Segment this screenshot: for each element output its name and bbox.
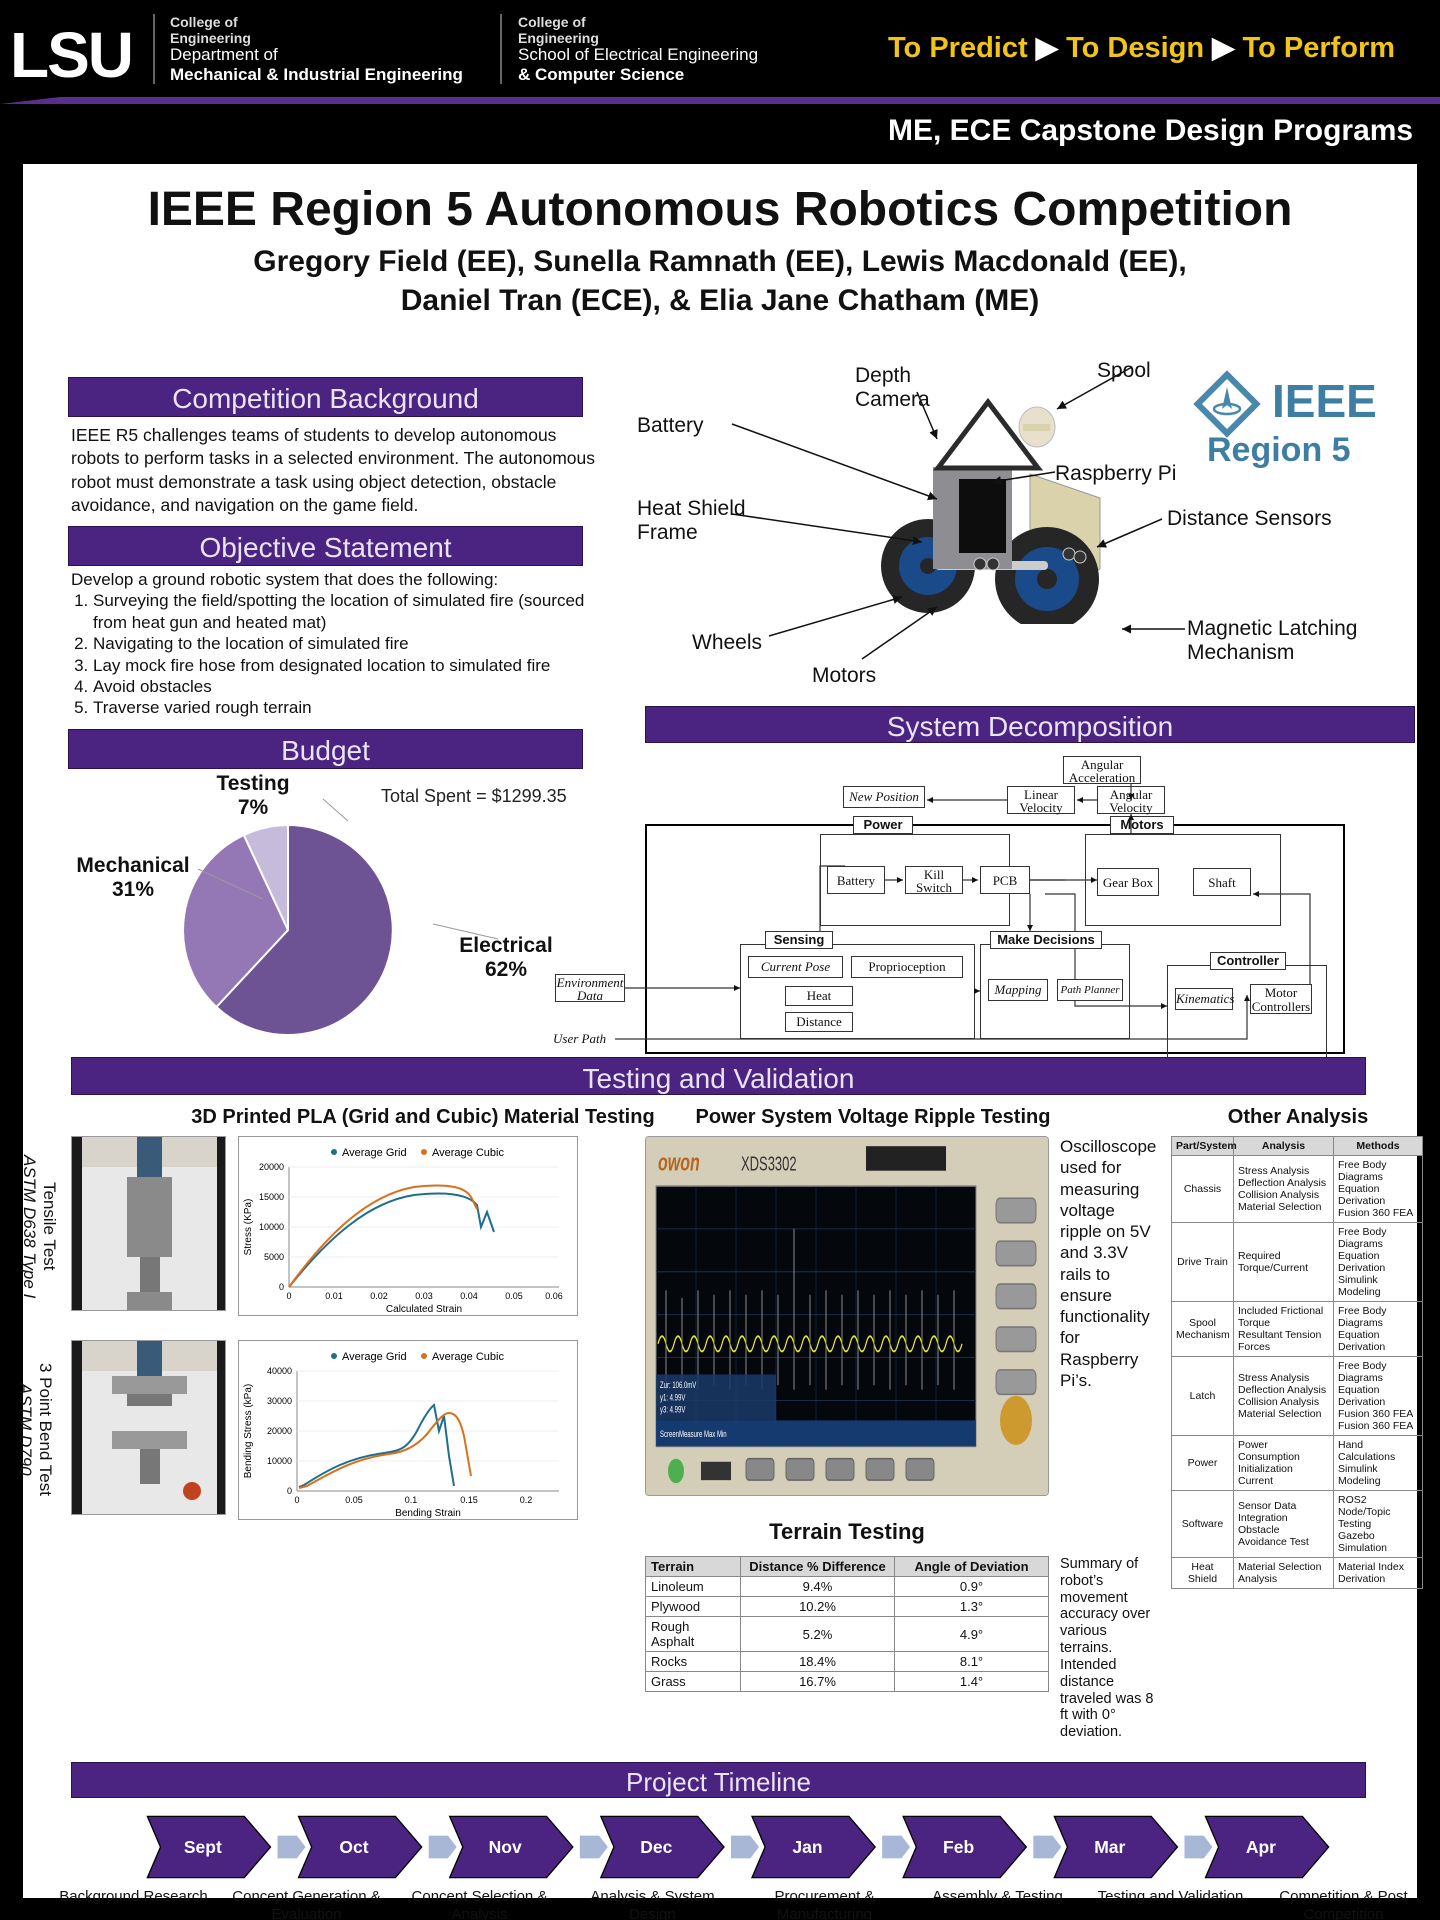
- svg-text:0.05: 0.05: [345, 1495, 363, 1505]
- svg-text:0.15: 0.15: [460, 1495, 478, 1505]
- svg-text:0: 0: [294, 1495, 299, 1505]
- svg-text:20000: 20000: [259, 1162, 284, 1172]
- svg-text:20000: 20000: [267, 1426, 292, 1436]
- svg-text:30000: 30000: [267, 1396, 292, 1406]
- svg-text:0.1: 0.1: [405, 1495, 418, 1505]
- svg-text:ScreenMeasure Max Min: ScreenMeasure Max Min: [660, 1429, 727, 1440]
- svg-text:y3: 4.99V: y3: 4.99V: [660, 1404, 686, 1415]
- svg-text:Mar: Mar: [1094, 1837, 1125, 1857]
- svg-text:Average Cubic: Average Cubic: [432, 1351, 504, 1363]
- svg-text:Stress (KPa): Stress (KPa): [243, 1199, 254, 1256]
- svg-text:Average Grid: Average Grid: [342, 1147, 407, 1159]
- svg-text:0.06: 0.06: [545, 1291, 563, 1301]
- svg-text:Oct: Oct: [339, 1837, 368, 1857]
- svg-text:Dec: Dec: [640, 1837, 672, 1857]
- svg-text:0.01: 0.01: [325, 1291, 343, 1301]
- svg-text:0.04: 0.04: [460, 1291, 478, 1301]
- svg-text:0.2: 0.2: [520, 1495, 533, 1505]
- svg-text:0: 0: [287, 1486, 292, 1496]
- svg-text:XDS3302: XDS3302: [741, 1153, 797, 1176]
- svg-text:0: 0: [286, 1291, 291, 1301]
- svg-text:Bending Strain: Bending Strain: [395, 1508, 461, 1519]
- svg-text:0.02: 0.02: [370, 1291, 388, 1301]
- svg-text:40000: 40000: [267, 1366, 292, 1376]
- svg-text:0.03: 0.03: [415, 1291, 433, 1301]
- svg-text:10000: 10000: [267, 1456, 292, 1466]
- svg-text:5000: 5000: [264, 1252, 284, 1262]
- svg-text:Sept: Sept: [184, 1837, 222, 1857]
- svg-text:0.05: 0.05: [505, 1291, 523, 1301]
- svg-text:Apr: Apr: [1246, 1837, 1276, 1857]
- svg-text:0: 0: [279, 1282, 284, 1292]
- svg-text:15000: 15000: [259, 1192, 284, 1202]
- svg-text:Average Grid: Average Grid: [342, 1351, 407, 1363]
- svg-text:Calculated Strain: Calculated Strain: [386, 1304, 462, 1315]
- svg-text:Feb: Feb: [943, 1837, 974, 1857]
- svg-text:10000: 10000: [259, 1222, 284, 1232]
- svg-text:owon: owon: [658, 1149, 700, 1176]
- svg-text:Average Cubic: Average Cubic: [432, 1147, 504, 1159]
- svg-text:Bending Stress (kPa): Bending Stress (kPa): [243, 1384, 254, 1479]
- svg-text:y1: 4.99V: y1: 4.99V: [660, 1392, 686, 1403]
- svg-text:Nov: Nov: [489, 1837, 522, 1857]
- svg-text:Jan: Jan: [792, 1837, 822, 1857]
- svg-text:Zur: 106.0mV: Zur: 106.0mV: [660, 1380, 697, 1391]
